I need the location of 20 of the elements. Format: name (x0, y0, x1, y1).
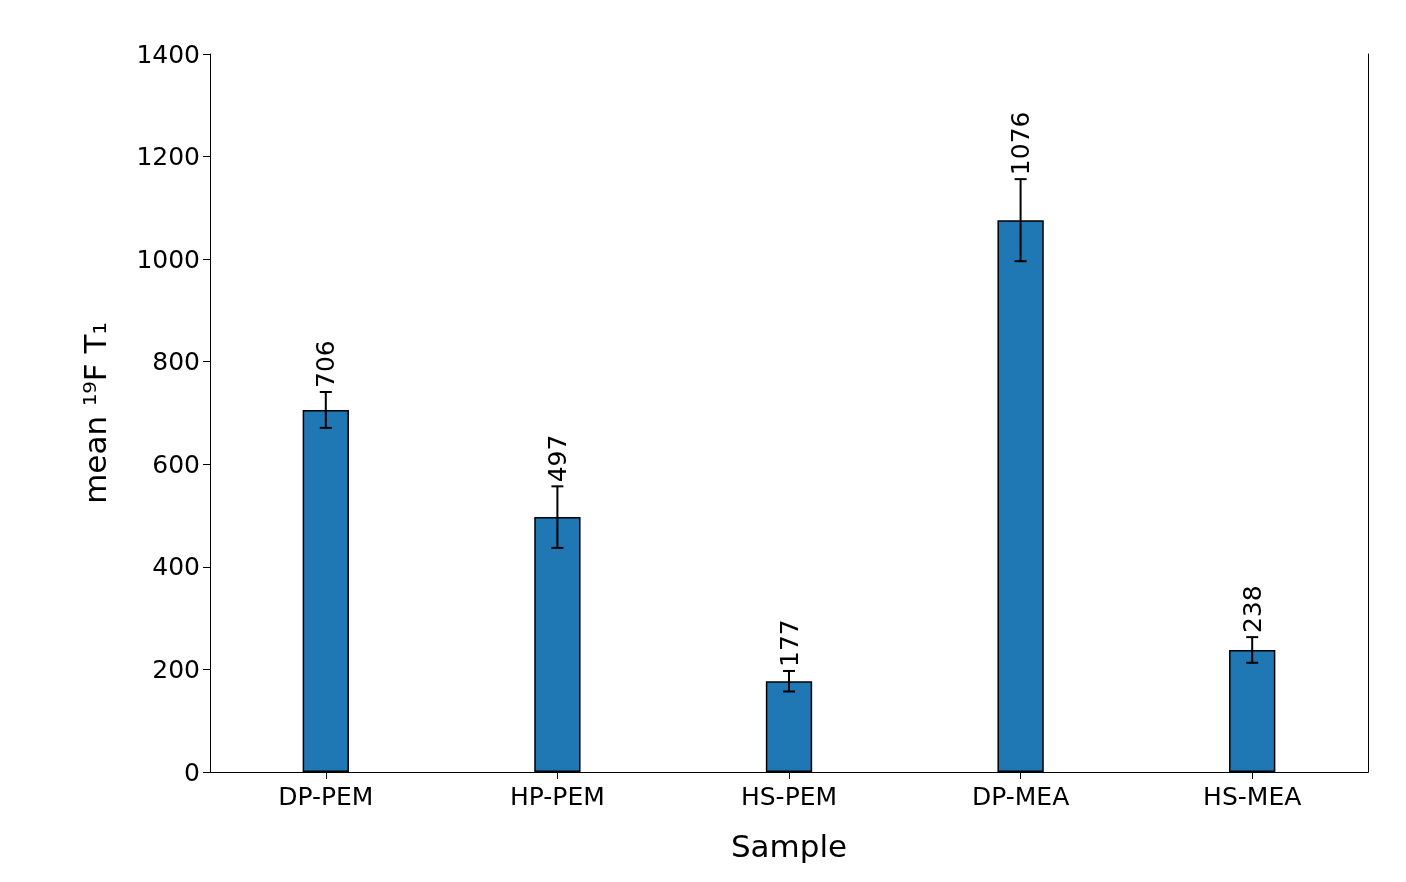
x-tick-label: HP-PEM (510, 782, 605, 811)
data-label: 177 (774, 619, 804, 667)
x-axis-title: Sample (730, 827, 848, 864)
data-label: 238 (1237, 585, 1267, 634)
y-axis-title: mean ¹⁹F T₁ (76, 322, 113, 504)
y-tick-label: 600 (152, 449, 200, 479)
y-tick-label: 200 (152, 654, 200, 684)
y-tick-label: 1400 (136, 39, 200, 69)
x-tick-label: HS-MEA (1203, 782, 1302, 811)
x-tick-label: DP-MEA (971, 782, 1070, 811)
y-tick-label: 1200 (136, 142, 200, 172)
data-label: 1076 (1006, 111, 1036, 176)
y-tick-label: 0 (184, 757, 200, 787)
x-tick-label: HS-PEM (740, 782, 838, 811)
data-label: 497 (542, 434, 572, 483)
y-tick-label: 1000 (136, 244, 200, 274)
x-tick-label: DP-PEM (278, 782, 374, 811)
y-tick-label: 400 (152, 552, 200, 582)
data-label: 706 (311, 340, 341, 388)
y-tick-label: 800 (152, 347, 200, 377)
